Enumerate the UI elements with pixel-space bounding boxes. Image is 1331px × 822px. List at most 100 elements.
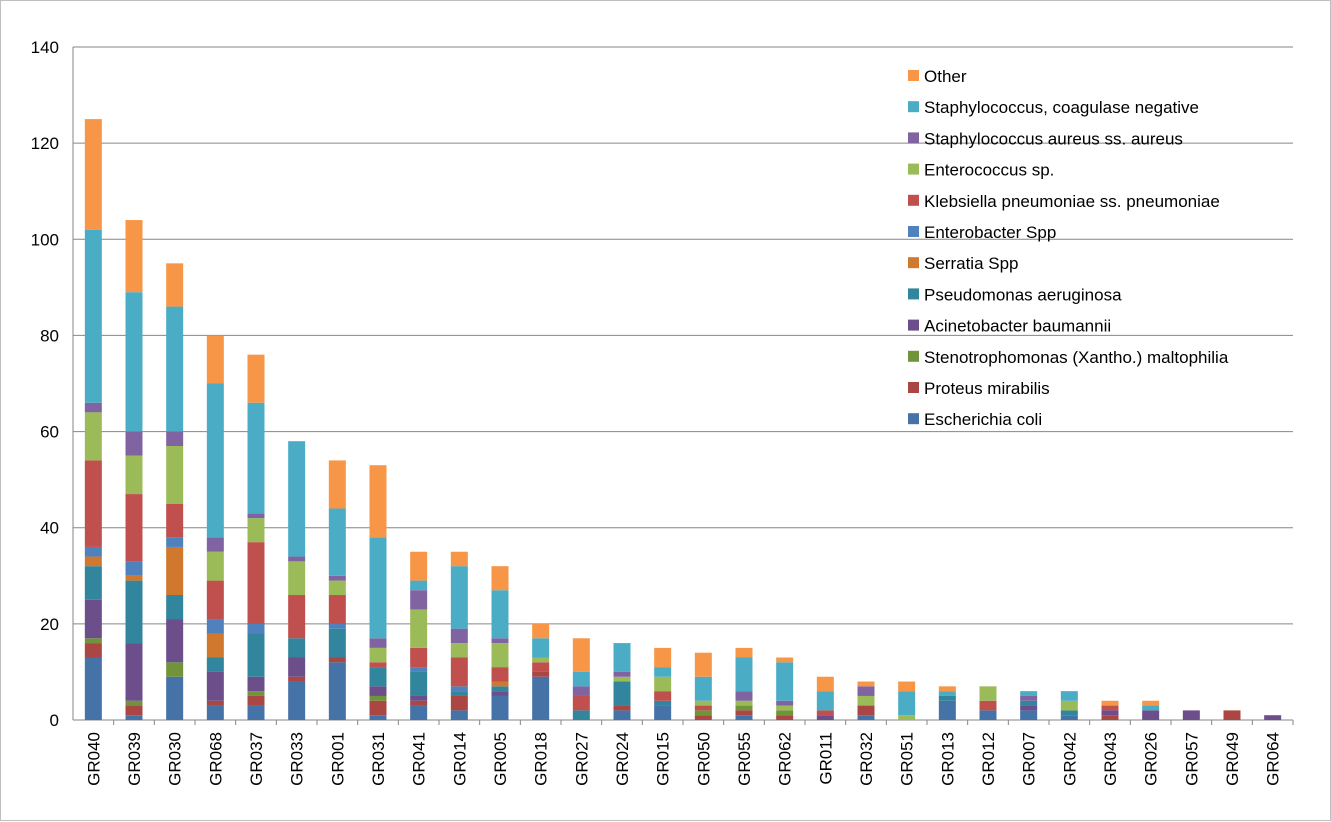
bar-segment <box>125 220 143 293</box>
bar-segment <box>166 537 184 547</box>
bar-segment <box>125 561 143 576</box>
bar-segment <box>369 686 387 696</box>
bar-segment <box>613 676 631 682</box>
legend-entry: Staphylococcus, coagulase negative <box>924 98 1199 117</box>
bar-segment <box>247 676 265 692</box>
bar-segment <box>491 691 509 696</box>
bar-segment <box>369 695 387 701</box>
bar-segment <box>206 551 224 581</box>
bar-segment <box>84 643 102 658</box>
x-tick-label: GR027 <box>572 732 591 786</box>
bar-segment <box>410 695 428 701</box>
bar-segment <box>369 700 387 716</box>
bar-segment <box>206 705 224 720</box>
bar-segment <box>1020 691 1038 696</box>
bar-segment <box>410 671 428 696</box>
bar-segment <box>572 638 590 672</box>
bar-segment <box>288 595 306 639</box>
bar-segment <box>694 710 712 716</box>
bar-segment <box>288 676 306 682</box>
y-tick-label: 120 <box>31 134 59 153</box>
bar-segment <box>857 705 875 716</box>
bar-segment <box>206 580 224 620</box>
legend-swatch <box>908 413 919 425</box>
x-tick-label: GR015 <box>654 732 673 786</box>
bar-segment <box>938 695 956 701</box>
bar-segment <box>613 643 631 672</box>
bar-segment <box>572 710 590 720</box>
y-tick-label: 100 <box>31 230 59 249</box>
bar-segment <box>328 595 346 624</box>
legend-entry: Pseudomonas aeruginosa <box>924 285 1122 304</box>
bar-segment <box>206 537 224 552</box>
bar-segment <box>776 657 794 663</box>
bar-segment <box>206 383 224 538</box>
bar-segment <box>491 590 509 639</box>
bar-segment <box>572 686 590 696</box>
bar-segment <box>450 695 468 711</box>
bar-segment <box>206 619 224 634</box>
bar-segment <box>898 681 916 692</box>
bar-segment <box>735 705 753 711</box>
bar-segment <box>247 513 265 519</box>
bar-segment <box>247 633 265 677</box>
bar-segment <box>125 580 143 644</box>
bar-segment <box>166 445 184 504</box>
bar-segment <box>1101 705 1119 711</box>
bar-segment <box>694 676 712 701</box>
x-tick-label: GR064 <box>1264 732 1283 786</box>
bar-segment <box>84 119 102 230</box>
y-tick-label: 40 <box>40 519 59 538</box>
bar-segment <box>84 460 102 547</box>
bar-segment <box>572 671 590 687</box>
bar-segment <box>369 715 387 720</box>
bar-segment <box>776 710 794 716</box>
bar-segment <box>776 700 794 706</box>
bar-segment <box>450 566 468 629</box>
legend-swatch <box>908 226 919 237</box>
bar-segment <box>532 638 550 658</box>
bar-segment <box>735 710 753 716</box>
bar-segment <box>450 691 468 696</box>
bar-segment <box>857 681 875 687</box>
x-tick-label: GR051 <box>898 732 917 786</box>
bar-segment <box>288 561 306 596</box>
x-tick-label: GR068 <box>206 732 225 786</box>
bar-segment <box>410 551 428 581</box>
bar-segment <box>532 662 550 672</box>
bar-segment <box>898 691 916 716</box>
bar-segment <box>450 628 468 644</box>
bar-segment <box>1060 710 1078 716</box>
bar-segment <box>328 460 346 509</box>
bar-segment <box>288 638 306 658</box>
x-tick-label: GR026 <box>1142 732 1161 786</box>
bar-segment <box>938 700 956 720</box>
bar-segment <box>84 657 102 720</box>
bar-segment <box>735 657 753 692</box>
bar-segment <box>328 623 346 629</box>
bar-segment <box>288 681 306 720</box>
x-tick-label: GR007 <box>1020 732 1039 786</box>
bar-segment <box>694 652 712 677</box>
y-tick-label: 60 <box>40 423 59 442</box>
x-tick-label: GR040 <box>84 732 103 786</box>
legend-entry: Escherichia coli <box>924 410 1042 429</box>
bar-segment <box>491 695 509 720</box>
bar-segment <box>166 676 184 720</box>
legend-entry: Proteus mirabilis <box>924 379 1050 398</box>
bar-segment <box>694 715 712 720</box>
bar-segment <box>491 667 509 682</box>
bar-segment <box>979 710 997 720</box>
bar-segment <box>206 657 224 672</box>
bar-segment <box>206 700 224 706</box>
bar-segment <box>247 695 265 706</box>
bar-segment <box>1223 710 1241 720</box>
legend-entry: Other <box>924 67 967 86</box>
bar-segment <box>247 354 265 403</box>
legend-swatch <box>908 382 919 393</box>
bar-segment <box>491 643 509 668</box>
bar-segment <box>735 715 753 720</box>
legend-swatch <box>908 163 919 175</box>
x-tick-label: GR012 <box>979 732 998 786</box>
bar-segment <box>1060 691 1078 701</box>
